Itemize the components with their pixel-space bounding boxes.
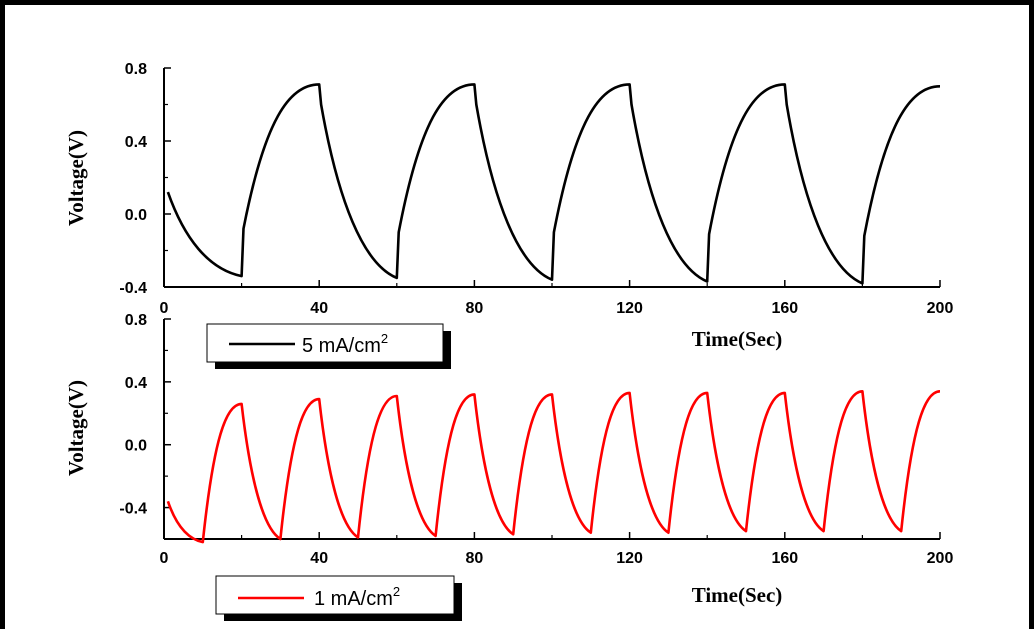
x-axis-label: Time(Sec) <box>692 583 783 607</box>
y-tick-label: 0.8 <box>125 312 147 329</box>
x-tick-label: 160 <box>771 550 798 567</box>
x-tick-label: 80 <box>466 300 484 317</box>
chart-top: Voltage(V) 0 40 80 120 160 200 -0.4 0.0 0.4 0.8 T… <box>64 61 953 351</box>
series-line <box>166 390 941 544</box>
x-tick-label: 120 <box>616 300 643 317</box>
legend-top: 5 mA/cm2 <box>206 323 451 369</box>
ticks-bottom: 0 40 80 120 160 200 -0.4 0.0 0.4 0.8 <box>119 312 953 567</box>
chart-bottom: Voltage(V) 0 40 80 120 160 200 -0.4 0.0 0.4 0.8 T… <box>64 312 953 607</box>
series-bottom <box>166 390 941 544</box>
x-tick-label: 0 <box>160 300 169 317</box>
x-tick-label: 200 <box>927 300 954 317</box>
x-tick-label: 0 <box>160 550 169 567</box>
x-tick-label: 80 <box>466 550 484 567</box>
y-axis-label: Voltage(V) <box>64 380 88 476</box>
y-tick-label: 0.4 <box>125 375 147 392</box>
x-tick-label: 200 <box>927 550 954 567</box>
series-line <box>166 83 941 285</box>
y-tick-label: -0.4 <box>119 280 147 297</box>
x-tick-label: 160 <box>771 300 798 317</box>
legend-label: 1 mA/cm2 <box>314 584 400 610</box>
x-tick-label: 40 <box>310 550 328 567</box>
y-tick-label: 0.0 <box>125 438 147 455</box>
y-tick-label: -0.4 <box>119 501 147 518</box>
legend-label-exponent: 2 <box>381 331 388 346</box>
series-top <box>166 83 941 285</box>
y-axis-label: Voltage(V) <box>64 130 88 226</box>
legend-box <box>215 575 455 615</box>
legend-bottom: 1 mA/cm2 <box>215 575 462 621</box>
x-tick-label: 120 <box>616 550 643 567</box>
x-axis-label: Time(Sec) <box>692 327 783 351</box>
ticks-top: 0 40 80 120 160 200 -0.4 0.0 0.4 0.8 <box>119 61 953 317</box>
legend-label: 5 mA/cm2 <box>302 331 388 357</box>
x-tick-label: 40 <box>310 300 328 317</box>
y-tick-label: 0.0 <box>125 207 147 224</box>
legend-label-exponent: 2 <box>393 584 400 599</box>
y-tick-label: 0.4 <box>125 134 147 151</box>
y-tick-label: 0.8 <box>125 61 147 78</box>
